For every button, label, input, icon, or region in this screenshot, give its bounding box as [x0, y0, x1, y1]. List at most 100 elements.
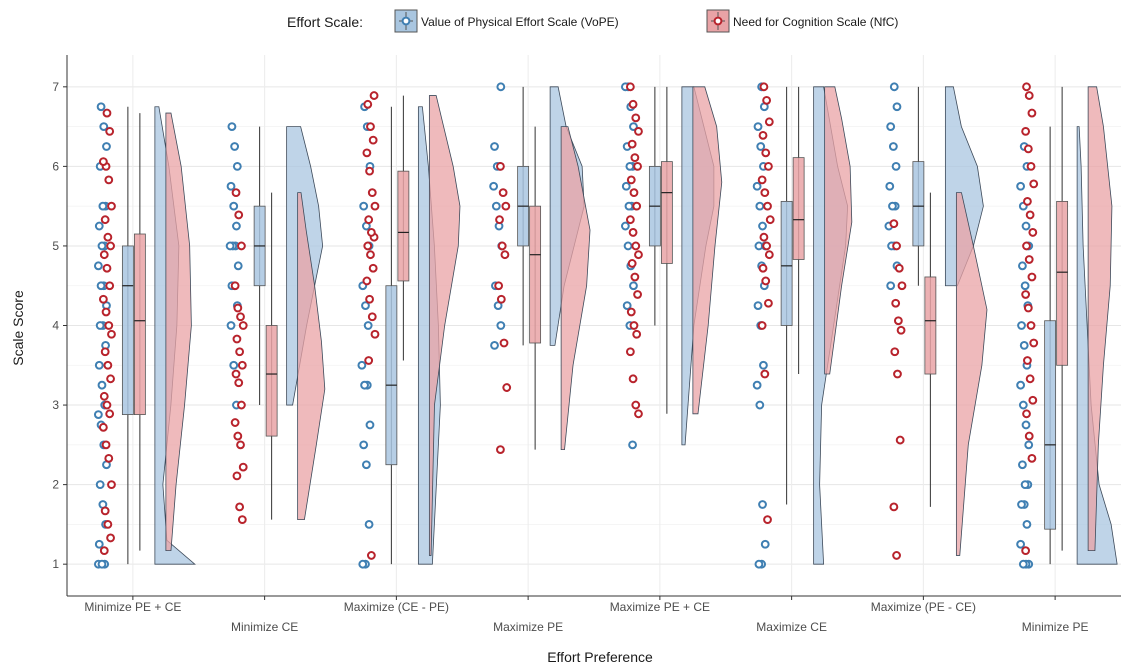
point-nfc: [366, 250, 375, 260]
point-vope: [625, 161, 635, 171]
point-nfc: [105, 126, 115, 136]
point-vope: [622, 301, 632, 311]
point-nfc: [1021, 290, 1031, 299]
point-vope: [1018, 460, 1027, 470]
point-nfc: [237, 515, 247, 525]
point-vope: [755, 400, 765, 410]
point-vope: [97, 241, 107, 251]
point-nfc: [496, 161, 505, 171]
point-nfc: [237, 400, 246, 410]
point-nfc: [1023, 144, 1033, 154]
point-nfc: [759, 232, 769, 242]
point-vope: [1018, 559, 1028, 569]
point-vope: [96, 102, 106, 112]
y-tick-label: 7: [52, 80, 59, 94]
legend-key-point: [713, 16, 723, 26]
point-nfc: [364, 356, 374, 365]
point-vope: [490, 142, 499, 151]
legend: Effort Scale: Value of Physical Effort S…: [287, 9, 898, 33]
point-vope: [755, 201, 765, 211]
point-vope: [229, 360, 239, 370]
point-nfc: [363, 99, 373, 109]
point-nfc: [891, 298, 901, 308]
point-vope: [756, 142, 766, 151]
point-nfc: [103, 232, 113, 242]
point-nfc: [895, 435, 905, 445]
point-nfc: [370, 201, 380, 211]
density-cloud-nfc: [428, 95, 461, 556]
box-vope: [121, 245, 134, 416]
point-nfc: [367, 312, 377, 322]
point-nfc: [233, 303, 243, 313]
point-nfc: [894, 263, 904, 273]
point-nfc: [106, 374, 115, 384]
point-nfc: [364, 215, 374, 225]
point-nfc: [99, 250, 109, 260]
point-nfc: [100, 215, 110, 225]
point-nfc: [231, 188, 241, 198]
point-nfc: [497, 241, 507, 251]
point-vope: [1017, 500, 1026, 509]
point-vope: [93, 410, 103, 420]
point-nfc: [1024, 431, 1034, 441]
point-vope: [1021, 221, 1031, 231]
point-nfc: [236, 312, 245, 322]
point-nfc: [1028, 395, 1038, 405]
point-vope: [357, 360, 367, 370]
point-vope: [892, 102, 902, 112]
point-nfc: [761, 276, 771, 286]
x-tick-label: Minimize PE: [1022, 620, 1089, 634]
point-vope: [227, 122, 237, 132]
point-nfc: [496, 445, 505, 455]
point-nfc: [500, 250, 510, 260]
point-nfc: [633, 161, 642, 171]
point-nfc: [890, 347, 900, 357]
point-nfc: [897, 281, 907, 291]
box-nfc: [1056, 200, 1069, 366]
point-vope: [94, 539, 104, 549]
point-vope: [754, 559, 764, 569]
x-tick-label: Maximize (PE - CE): [871, 600, 976, 614]
box-nfc: [792, 157, 805, 260]
density-cloud-nfc: [955, 192, 988, 556]
point-vope: [629, 122, 638, 132]
point-nfc: [499, 338, 509, 348]
point-nfc: [633, 290, 642, 299]
point-vope: [491, 201, 501, 211]
y-tick-label: 3: [52, 398, 59, 412]
point-nfc: [760, 369, 770, 379]
point-vope: [98, 201, 108, 211]
point-nfc: [630, 272, 640, 282]
box-nfc: [660, 161, 673, 264]
point-vope: [1018, 261, 1027, 271]
point-nfc: [100, 347, 110, 357]
point-nfc: [757, 175, 767, 185]
point-vope: [758, 500, 767, 509]
point-vope: [1020, 480, 1030, 490]
point-nfc: [99, 546, 109, 556]
point-vope: [95, 480, 105, 490]
point-nfc: [892, 551, 901, 560]
point-nfc: [626, 307, 636, 317]
point-vope: [753, 122, 763, 132]
point-vope: [365, 420, 375, 430]
point-nfc: [630, 153, 640, 163]
legend-title: Effort Scale:: [287, 14, 363, 30]
point-vope: [1024, 440, 1034, 450]
point-nfc: [98, 422, 108, 432]
point-nfc: [634, 250, 643, 260]
point-nfc: [496, 294, 506, 304]
point-nfc: [1027, 272, 1037, 282]
point-vope: [888, 201, 897, 211]
point-vope: [364, 519, 374, 529]
point-nfc: [764, 298, 773, 308]
point-nfc: [1028, 228, 1038, 237]
y-tick-label: 2: [52, 478, 59, 492]
point-vope: [752, 181, 762, 191]
point-nfc: [368, 263, 378, 273]
point-nfc: [102, 263, 112, 273]
point-nfc: [1021, 546, 1031, 556]
box-nfc: [397, 170, 410, 282]
point-nfc: [236, 440, 245, 450]
